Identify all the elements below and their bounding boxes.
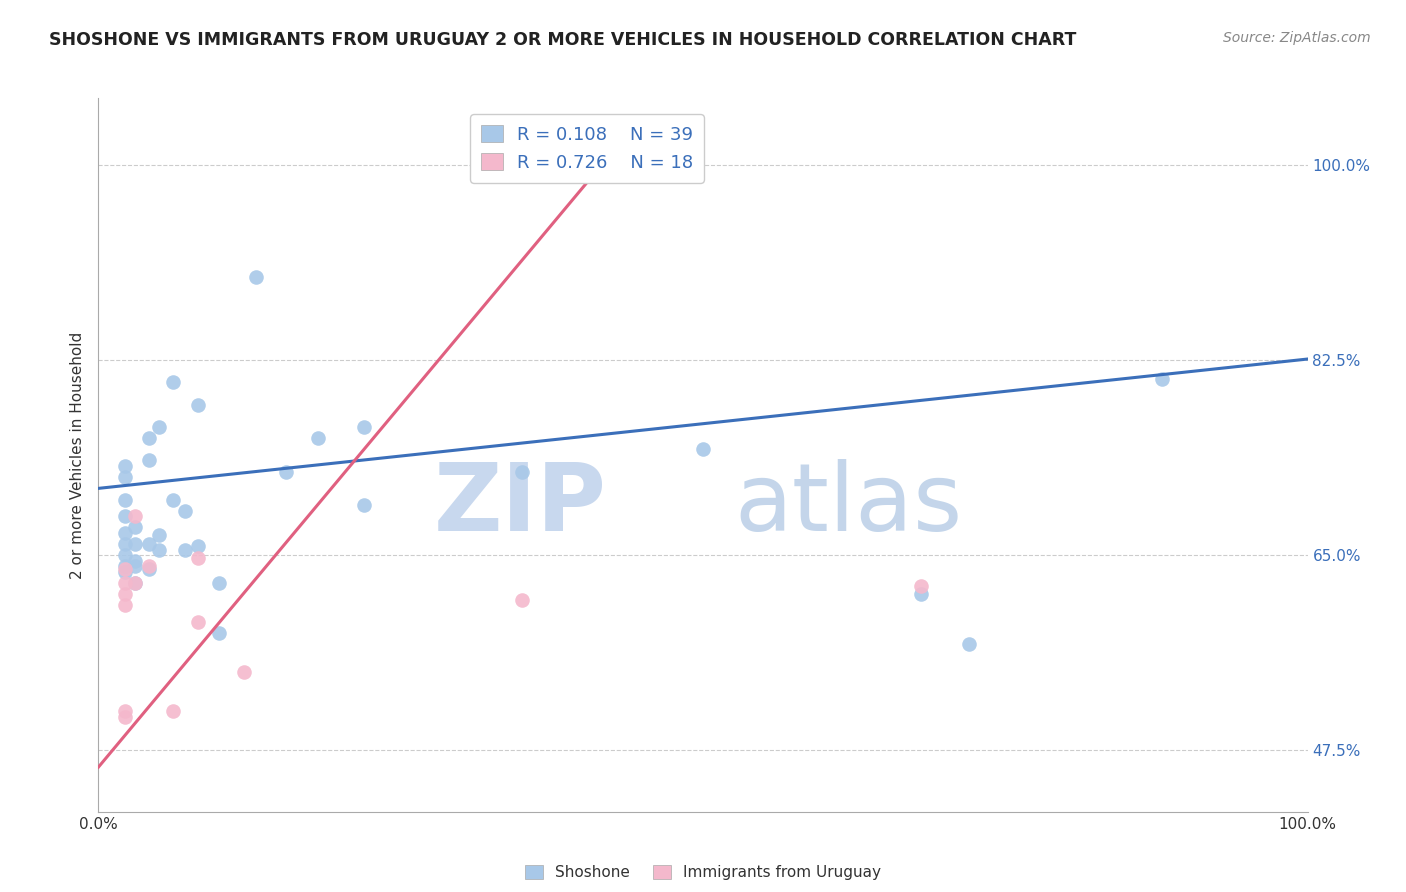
Point (138, 562, 160, 576)
Point (124, 576, 146, 591)
Point (1152, 372, 1174, 386)
Point (162, 705, 184, 719)
Point (187, 398, 209, 412)
Point (138, 453, 160, 467)
Point (174, 542, 197, 557)
Point (910, 580, 932, 594)
Text: atlas: atlas (734, 458, 962, 551)
Point (308, 431, 330, 445)
Point (510, 465, 533, 479)
Text: Source: ZipAtlas.com: Source: ZipAtlas.com (1223, 31, 1371, 45)
Point (114, 509, 136, 524)
Point (148, 420, 170, 434)
Point (187, 615, 209, 630)
Point (162, 376, 184, 390)
Point (114, 861, 136, 875)
Point (114, 537, 136, 551)
Point (114, 548, 136, 563)
Point (353, 498, 375, 512)
Point (910, 587, 932, 601)
Point (138, 559, 160, 574)
Point (124, 559, 146, 574)
Point (114, 565, 136, 579)
Point (187, 550, 209, 565)
Point (124, 576, 146, 591)
Point (162, 492, 184, 507)
Legend: Shoshone, Immigrants from Uruguay: Shoshone, Immigrants from Uruguay (519, 859, 887, 887)
Point (114, 470, 136, 484)
Y-axis label: 2 or more Vehicles in Household: 2 or more Vehicles in Household (69, 331, 84, 579)
Point (957, 638, 980, 652)
Point (138, 431, 160, 445)
Point (232, 665, 254, 680)
Point (571, 158, 593, 172)
Point (187, 540, 209, 554)
Point (124, 509, 146, 524)
Point (245, 269, 267, 284)
Point (148, 528, 170, 542)
Point (124, 520, 146, 534)
Point (547, 158, 569, 172)
Point (692, 442, 714, 457)
Point (114, 559, 136, 574)
Point (114, 710, 136, 724)
Point (114, 526, 136, 541)
Point (124, 554, 146, 568)
Point (208, 576, 231, 591)
Point (114, 576, 136, 591)
Point (114, 587, 136, 601)
Point (114, 459, 136, 474)
Point (208, 626, 231, 640)
Point (510, 593, 533, 607)
Point (174, 504, 197, 518)
Text: SHOSHONE VS IMMIGRANTS FROM URUGUAY 2 OR MORE VEHICLES IN HOUSEHOLD CORRELATION : SHOSHONE VS IMMIGRANTS FROM URUGUAY 2 OR… (49, 31, 1077, 49)
Point (114, 599, 136, 613)
Point (148, 542, 170, 557)
Point (114, 705, 136, 719)
Point (138, 537, 160, 551)
Point (114, 562, 136, 576)
Text: ZIP: ZIP (433, 458, 606, 551)
Point (353, 420, 375, 434)
Point (124, 537, 146, 551)
Point (274, 465, 297, 479)
Point (114, 492, 136, 507)
